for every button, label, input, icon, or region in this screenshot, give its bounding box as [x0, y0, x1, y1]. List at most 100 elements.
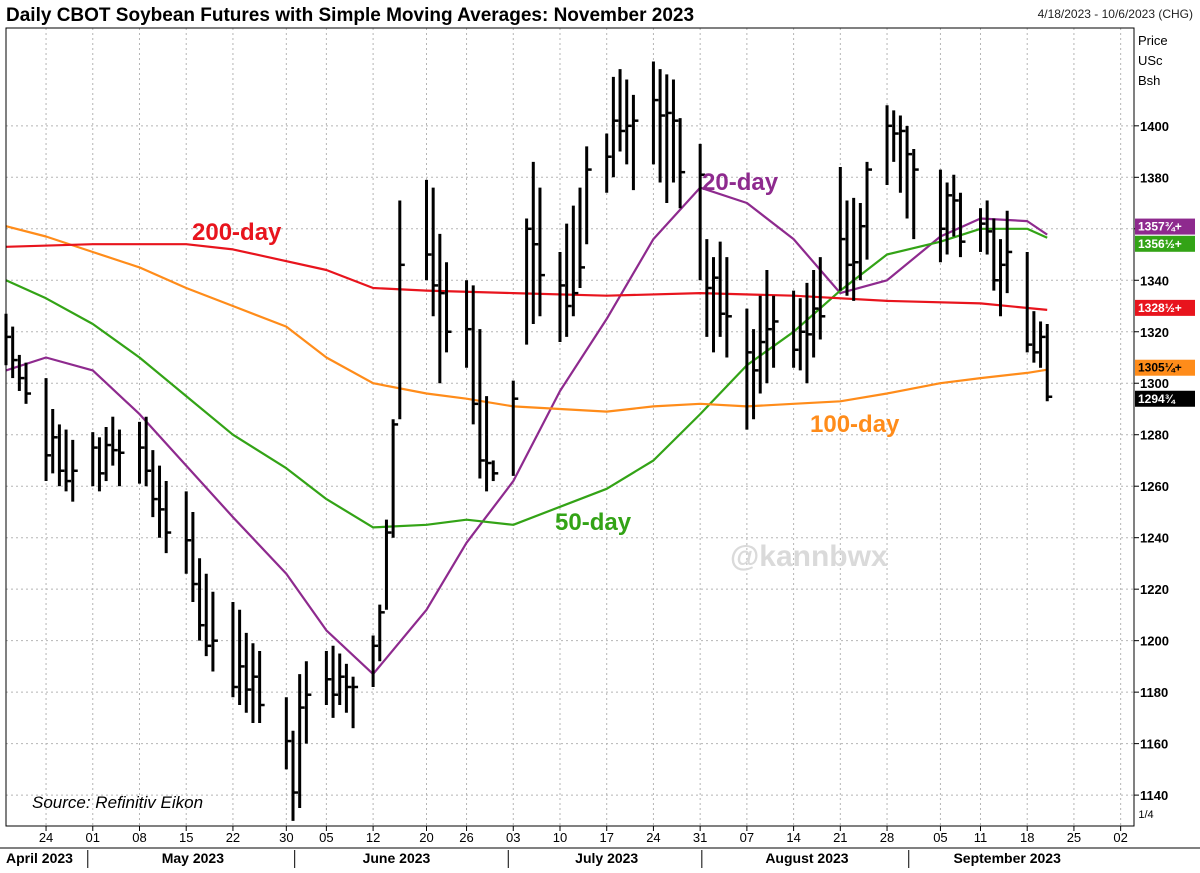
price-bar [485, 396, 492, 492]
price-bar [992, 218, 999, 291]
price-bar [398, 200, 405, 420]
price-bar [625, 79, 632, 165]
x-tick-label: 08 [132, 830, 146, 845]
y-tick-label: 1340 [1140, 273, 1169, 288]
currency-unit-label: USc [1138, 53, 1163, 68]
price-bar [865, 161, 873, 260]
last-value-tag: 1357¾+ [1135, 218, 1195, 235]
price-bar [772, 295, 779, 368]
last-value-tag-bg [1135, 390, 1195, 407]
price-bar [44, 378, 52, 482]
price-bar [565, 223, 572, 337]
sma-line-200-day [5, 243, 1048, 311]
axes: 1140116011801200122012401260128013001320… [0, 27, 1200, 868]
last-value-tag-bg [1135, 359, 1195, 376]
month-label: June 2023 [363, 850, 431, 866]
price-bar [858, 203, 866, 281]
last-value-tag-text: 1305¼+ [1138, 361, 1182, 375]
price-bar [198, 558, 205, 641]
price-bar [585, 146, 592, 245]
x-tick-label: 12 [366, 830, 380, 845]
month-label: August 2023 [765, 850, 848, 866]
x-tick-label: 30 [279, 830, 293, 845]
price-bar [338, 653, 345, 706]
price-bar [191, 511, 198, 603]
price-bar [511, 380, 519, 476]
month-label: May 2023 [162, 850, 224, 866]
price-bar [538, 187, 545, 317]
y-tick-label: 1160 [1140, 737, 1168, 752]
last-value-tag-text: 1356½+ [1138, 237, 1182, 251]
price-bar [1045, 324, 1053, 402]
price-bar [331, 645, 339, 718]
price-bar [64, 429, 72, 492]
price-bar [758, 295, 766, 394]
series-label-50-day: 50-day [555, 509, 632, 536]
x-tick-label: 26 [459, 830, 473, 845]
x-tick-label: 20 [419, 830, 433, 845]
x-tick-label: 14 [786, 830, 800, 845]
x-tick-label: 24 [39, 830, 53, 845]
price-bar [251, 643, 258, 724]
price-bar [725, 257, 732, 358]
price-bar [471, 285, 479, 425]
price-bar [531, 161, 539, 325]
x-tick-label: 28 [880, 830, 894, 845]
plot-frame [5, 27, 1135, 827]
price-bar [665, 74, 672, 204]
price-bar [24, 362, 32, 404]
sma-line-50-day [5, 227, 1048, 529]
price-bar [284, 697, 292, 770]
price-bar [491, 460, 499, 482]
price-bar [1025, 251, 1033, 353]
month-label: September 2023 [953, 850, 1061, 866]
price-bar [578, 187, 586, 288]
price-bar [631, 94, 639, 191]
price-bar [765, 269, 772, 384]
price-bar [211, 591, 218, 672]
price-bar [97, 437, 105, 492]
price-bar [958, 192, 966, 258]
series-label-20-day: 20-day [702, 169, 779, 196]
price-bar [898, 115, 906, 193]
x-tick-label: 11 [974, 830, 988, 845]
y-tick-label: 1220 [1140, 582, 1169, 597]
x-tick-label: 31 [693, 830, 707, 845]
price-bar [438, 233, 445, 384]
price-bar [818, 257, 826, 340]
price-bar [651, 61, 659, 165]
last-value-tag-bg [1135, 235, 1195, 252]
y-tick-label: 1320 [1140, 325, 1169, 340]
price-bar [558, 251, 565, 343]
price-bar [712, 257, 719, 353]
price-bar [344, 663, 352, 713]
x-tick-label: 01 [86, 830, 100, 845]
price-bar [184, 491, 192, 574]
quantity-unit-label: Bsh [1138, 73, 1160, 88]
price-unit-label: Price [1138, 33, 1168, 48]
price-bar [238, 609, 245, 706]
y-tick-label: 1200 [1140, 634, 1169, 649]
sma-line-20-day [5, 186, 1048, 676]
price-bar [465, 280, 472, 368]
price-bar [698, 143, 706, 281]
last-value-tag-text: 1294¾ [1138, 392, 1176, 406]
date-range-label: 4/18/2023 - 10/6/2023 (CHG) [1038, 7, 1193, 21]
price-bar [985, 200, 993, 255]
price-bar [999, 239, 1006, 317]
price-bar [912, 148, 919, 240]
price-bar [525, 218, 532, 345]
price-bar [705, 239, 712, 337]
sma-line-100-day [5, 225, 1048, 413]
series-label-200-day: 200-day [192, 219, 282, 246]
price-bar [51, 408, 58, 474]
price-bar [752, 329, 759, 420]
y-tick-label: 1280 [1140, 428, 1169, 443]
x-tick-label: 25 [1067, 830, 1081, 845]
y-tick-label: 1380 [1140, 170, 1169, 185]
price-bars [4, 61, 1053, 821]
price-bar [805, 282, 812, 384]
price-bar [324, 650, 332, 706]
price-bar [1005, 210, 1013, 294]
y-tick-label: 1260 [1140, 479, 1169, 494]
